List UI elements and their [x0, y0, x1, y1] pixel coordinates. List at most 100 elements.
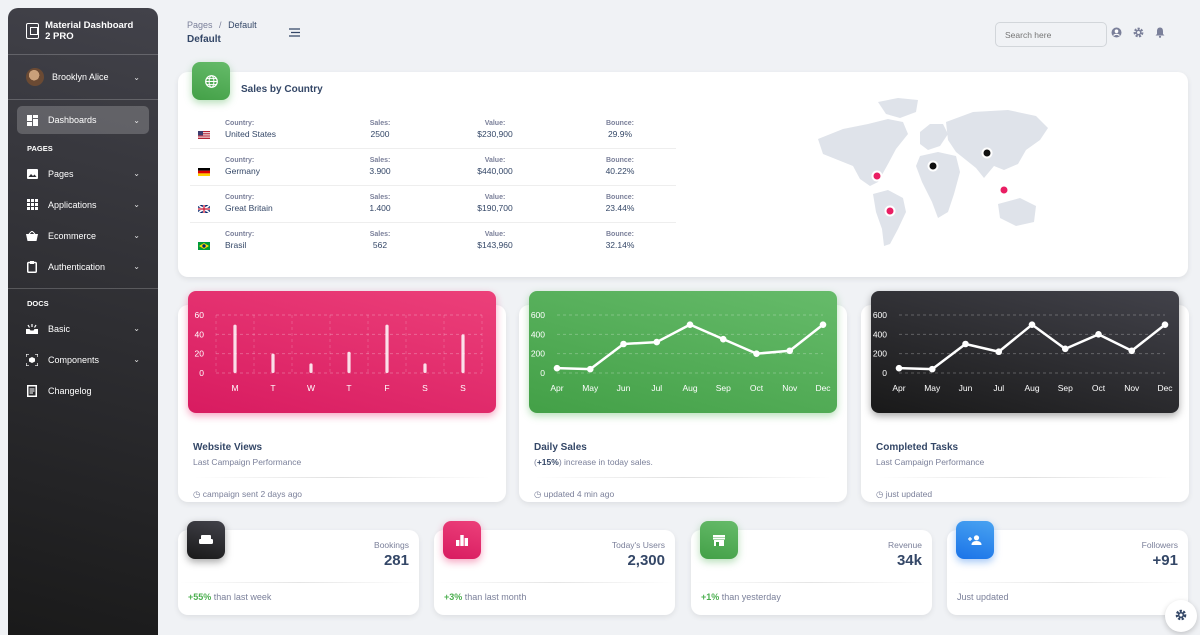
- y-tick-label: 200: [531, 349, 545, 359]
- cell-bounce: Bounce: 29.9%: [595, 120, 645, 139]
- cell-value: United States: [225, 129, 277, 139]
- map-marker[interactable]: [927, 160, 939, 172]
- table-row: Country: Great Britain Sales: 1.400 Value: $1…: [190, 186, 676, 223]
- completed-tasks-chart: 0 200 400 600 Apr May Jun Jul Aug Sep Oct Nov Dec: [871, 291, 1179, 413]
- table-row: Country: United States Sales: 2500 Value: $23…: [190, 112, 676, 149]
- map-europe: [920, 124, 948, 150]
- chart-footer-text: campaign sent 2 days ago: [202, 489, 303, 499]
- chart-footer: ◷ campaign sent 2 days ago: [193, 489, 302, 500]
- sidebar-item-components[interactable]: Components ⌄: [8, 344, 158, 375]
- data-point: [819, 321, 827, 328]
- x-tick-label: Aug: [682, 383, 697, 393]
- x-tick-label: Sep: [1058, 383, 1073, 393]
- sidebar-item-applications[interactable]: Applications ⌄: [8, 189, 158, 220]
- sidebar-item-ecommerce[interactable]: Ecommerce ⌄: [8, 220, 158, 251]
- data-point: [1028, 321, 1036, 328]
- bar: [309, 363, 313, 373]
- data-point: [753, 350, 760, 357]
- data-point: [719, 335, 727, 343]
- leaderboard-icon: [443, 521, 481, 559]
- website-views-chart: 0 20 40 60 M T W T F S S: [188, 291, 496, 413]
- stat-label: Followers: [1141, 540, 1178, 550]
- data-point: [1128, 347, 1136, 355]
- notifications-icon[interactable]: [1155, 27, 1165, 41]
- chart-footer: ◷ just updated: [876, 489, 932, 500]
- data-point: [1161, 321, 1169, 328]
- chevron-down-icon: ⌄: [133, 262, 140, 271]
- col-label: Bounce:: [606, 157, 634, 164]
- map-marker[interactable]: [981, 147, 993, 159]
- x-tick-label: May: [582, 383, 599, 393]
- stat-value: 34k: [896, 552, 922, 569]
- sales-by-country-card: Sales by Country Country: United States Sa…: [178, 62, 1188, 277]
- chevron-down-icon: ⌄: [133, 355, 140, 364]
- subtitle-rest: ) increase in today sales.: [558, 457, 653, 467]
- series-line: [898, 323, 1166, 371]
- data-point: [1095, 331, 1102, 338]
- x-tick-label: Nov: [1124, 383, 1140, 393]
- stat-footer: +55% than last week: [188, 592, 271, 602]
- card-divider: [876, 477, 1174, 478]
- card-divider: [178, 582, 419, 583]
- search-input[interactable]: [995, 22, 1107, 47]
- col-label: Value:: [484, 231, 506, 238]
- y-tick-label: 400: [531, 329, 545, 339]
- card-divider: [947, 582, 1188, 583]
- map-marker[interactable]: [884, 205, 896, 217]
- chevron-down-icon: ⌄: [133, 324, 140, 333]
- map-marker[interactable]: [871, 170, 883, 182]
- map-south-america: [873, 190, 906, 246]
- gear-icon[interactable]: [1133, 27, 1144, 41]
- x-tick-label: Apr: [892, 383, 905, 393]
- sidebar-item-authentication[interactable]: Authentication ⌄: [8, 251, 158, 282]
- sidebar-item-pages[interactable]: Pages ⌄: [8, 158, 158, 189]
- sidebar-item-label: Applications: [48, 199, 97, 210]
- chevron-down-icon: ⌄: [133, 200, 140, 209]
- map-marker[interactable]: [998, 184, 1010, 196]
- basket-icon: [26, 230, 38, 242]
- x-tick-label: Sep: [716, 383, 731, 393]
- cell-value-col: Value: $440,000: [465, 157, 525, 176]
- cell-value: Germany: [225, 166, 260, 176]
- breadcrumb-root[interactable]: Pages: [187, 20, 213, 30]
- cell-country: Country: United States: [225, 120, 276, 139]
- card-divider: [534, 477, 832, 478]
- chart-footer: ◷ updated 4 min ago: [534, 489, 614, 500]
- col-label: Sales:: [369, 157, 391, 164]
- person-add-icon: [956, 521, 994, 559]
- clipboard-icon: [26, 260, 38, 273]
- cell-bounce: Bounce: 40.22%: [595, 157, 645, 176]
- account-circle-icon[interactable]: [1111, 27, 1122, 41]
- stat-label: Revenue: [887, 540, 922, 550]
- sidebar-item-basic[interactable]: Basic ⌄: [8, 313, 158, 344]
- brazil-flag-icon: [198, 237, 210, 250]
- clock-icon: ◷: [534, 489, 542, 499]
- sidebar-item-dashboards[interactable]: Dashboards ⌄: [17, 106, 149, 134]
- x-tick-label: M: [231, 383, 238, 393]
- dashboard-icon: [26, 114, 38, 126]
- sidebar-item-label: Pages: [48, 168, 74, 179]
- cell-country: Country: Germany: [225, 157, 260, 176]
- series-line: [556, 323, 824, 371]
- bar: [385, 324, 389, 373]
- chart-subtitle: Last Campaign Performance: [193, 457, 302, 467]
- col-label: Bounce:: [606, 194, 634, 201]
- sidebar-item-changelog[interactable]: Changelog: [8, 375, 158, 406]
- stat-value: 281: [383, 552, 409, 569]
- brand[interactable]: Material Dashboard 2 PRO: [8, 8, 158, 54]
- col-label: Bounce:: [606, 231, 634, 238]
- chart-title: Website Views: [193, 442, 263, 453]
- chart-title: Completed Tasks: [876, 442, 959, 453]
- sidebar-user[interactable]: Brooklyn Alice ⌄: [8, 55, 158, 99]
- x-tick-label: W: [307, 383, 315, 393]
- map-asia: [946, 110, 1048, 178]
- daily-sales-card: 0 200 400 600 Apr May Jun Jul Aug Sep Oct Nov Dec Da…: [519, 291, 847, 502]
- menu-toggle-icon[interactable]: [289, 28, 300, 40]
- website-views-card: 0 20 40 60 M T W T F S S Website Views Last Campai…: [178, 291, 506, 502]
- section-label-pages: PAGES: [27, 144, 53, 153]
- configurator-button[interactable]: [1165, 600, 1197, 632]
- cell-value: $143,960: [477, 240, 513, 250]
- cell-value: $440,000: [477, 166, 513, 176]
- map-greenland: [878, 98, 918, 118]
- card-divider: [691, 582, 932, 583]
